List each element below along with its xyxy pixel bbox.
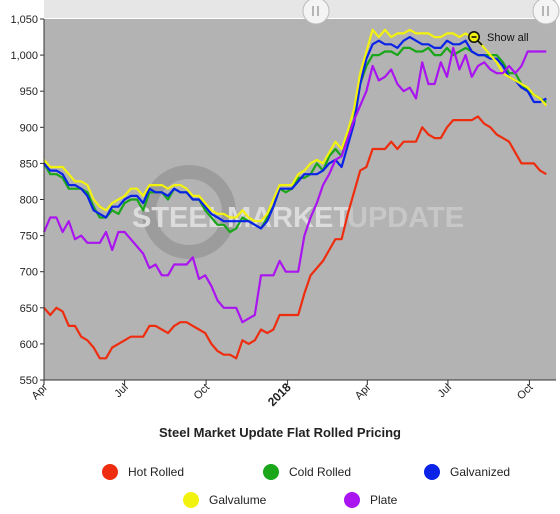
legend-label-galvanized: Galvanized	[450, 465, 511, 479]
range-handle-right[interactable]	[532, 0, 560, 25]
y-tick-label: 1,000	[10, 50, 38, 62]
plot-area	[44, 19, 556, 380]
y-tick-label: 850	[20, 158, 38, 170]
legend-item-plate[interactable]: Plate	[344, 492, 397, 508]
legend-label-hot-rolled: Hot Rolled	[128, 465, 185, 479]
y-tick-label: 1,050	[10, 14, 38, 26]
series-line-cold-rolled[interactable]	[43, 46, 547, 234]
y-tick-label: 700	[20, 267, 38, 279]
x-tick-label: Jul	[436, 382, 454, 400]
chart-title: Steel Market Update Flat Rolled Pricing	[159, 425, 401, 440]
legend-marker-hot-rolled	[102, 464, 118, 480]
x-tick-label: 2018	[265, 380, 294, 409]
legend-marker-cold-rolled	[263, 464, 279, 480]
legend-label-galvalume: Galvalume	[209, 493, 267, 507]
y-tick-label: 650	[20, 303, 38, 315]
legend: Hot Rolled Cold Rolled Galvanized Galval…	[0, 458, 560, 514]
x-tick-label: Oct	[192, 382, 213, 403]
y-tick-label: 750	[20, 231, 38, 243]
legend-label-cold-rolled: Cold Rolled	[289, 465, 352, 479]
watermark: STEEL MARKET UPDATE	[132, 165, 464, 259]
series-line-hot-rolled[interactable]	[43, 115, 547, 360]
watermark-word-3: UPDATE	[347, 202, 464, 234]
watermark-word-2: MARKET	[227, 202, 351, 234]
y-tick-label: 600	[20, 339, 38, 351]
navigator-strip[interactable]	[44, 0, 556, 18]
series-line-plate[interactable]	[42, 46, 547, 324]
legend-marker-galvanized	[424, 464, 440, 480]
x-tick-label: Jul	[112, 382, 130, 400]
zoom-out-icon	[468, 31, 483, 46]
range-handle-left[interactable]	[302, 0, 330, 25]
y-axis: 550 600 650 700 750 800 850 900 950 1,000 1,050	[10, 14, 45, 387]
show-all-label: Show all	[487, 32, 529, 44]
watermark-ring-icon	[142, 165, 236, 259]
legend-item-cold-rolled[interactable]: Cold Rolled	[263, 464, 351, 480]
legend-marker-galvalume	[183, 492, 199, 508]
legend-marker-plate	[344, 492, 360, 508]
x-axis: Apr Jul Oct 2018 Apr Jul Oct	[30, 379, 556, 409]
line-chart: STEEL MARKET UPDATE 550 600 650 700 750 800 85…	[10, 0, 560, 409]
legend-item-galvalume[interactable]: Galvalume	[183, 492, 266, 508]
y-tick-label: 550	[20, 375, 38, 387]
y-tick-label: 800	[20, 195, 38, 207]
show-all-button[interactable]: Show all	[467, 30, 529, 46]
legend-item-hot-rolled[interactable]: Hot Rolled	[102, 464, 184, 480]
series-line-galvanized[interactable]	[43, 36, 547, 230]
x-tick-label: Apr	[353, 381, 374, 402]
y-tick-label: 900	[20, 122, 38, 134]
legend-item-galvanized[interactable]: Galvanized	[424, 464, 510, 480]
legend-label-plate: Plate	[370, 493, 398, 507]
x-tick-label: Oct	[515, 382, 536, 403]
y-tick-label: 950	[20, 86, 38, 98]
series-layer	[42, 28, 548, 360]
series-line-galvalume[interactable]	[43, 28, 548, 223]
